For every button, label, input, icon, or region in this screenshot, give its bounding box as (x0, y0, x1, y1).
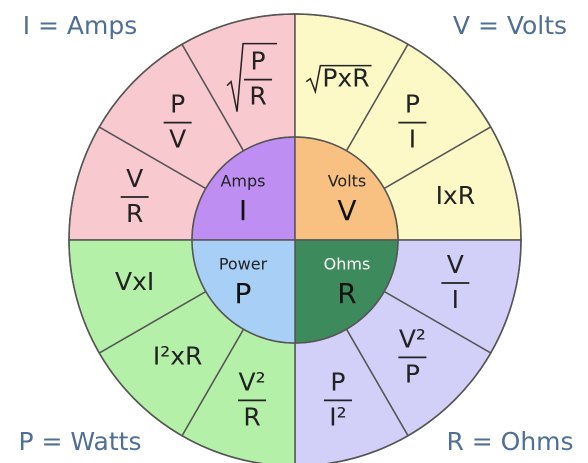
numerator: V (126, 164, 143, 193)
numerator: P (405, 90, 420, 119)
formula: I²xR (153, 341, 203, 370)
quantity-name: Ohms (324, 255, 371, 274)
denominator: P (405, 359, 420, 388)
inner-quadrant (294, 136, 399, 241)
inner-quadrant (191, 239, 296, 344)
outer-rim (68, 13, 522, 463)
quantity-name: Volts (328, 172, 367, 191)
corner-label: P = Watts (19, 427, 142, 456)
corner-label: I = Amps (23, 11, 138, 40)
numerator: V² (399, 324, 426, 353)
denominator: I (409, 125, 416, 154)
quantity-symbol: R (337, 277, 356, 310)
numerator: V (447, 250, 464, 279)
formula: VxI (115, 267, 154, 296)
inner-quadrant (294, 239, 399, 344)
radical-sign (305, 64, 372, 95)
quantity-symbol: I (239, 194, 247, 227)
denominator: R (126, 199, 143, 228)
denominator: R (243, 402, 260, 431)
denominator: R (249, 82, 266, 111)
denominator: I (452, 285, 459, 314)
denominator: I² (329, 402, 346, 431)
corner-label: V = Volts (453, 11, 567, 40)
quantity-name: Power (219, 255, 268, 274)
quantity-name: Amps (220, 172, 265, 191)
numerator: P (330, 367, 345, 396)
inner-quadrant (191, 136, 296, 241)
formula: IxR (436, 181, 476, 210)
formula: PxR (322, 64, 369, 93)
numerator: V² (238, 367, 265, 396)
denominator: V (169, 125, 186, 154)
radical-sign (226, 42, 278, 112)
quantity-symbol: V (337, 194, 356, 227)
numerator: P (170, 90, 185, 119)
quantity-symbol: P (235, 277, 252, 310)
corner-label: R = Ohms (446, 427, 573, 456)
numerator: P (250, 47, 265, 76)
